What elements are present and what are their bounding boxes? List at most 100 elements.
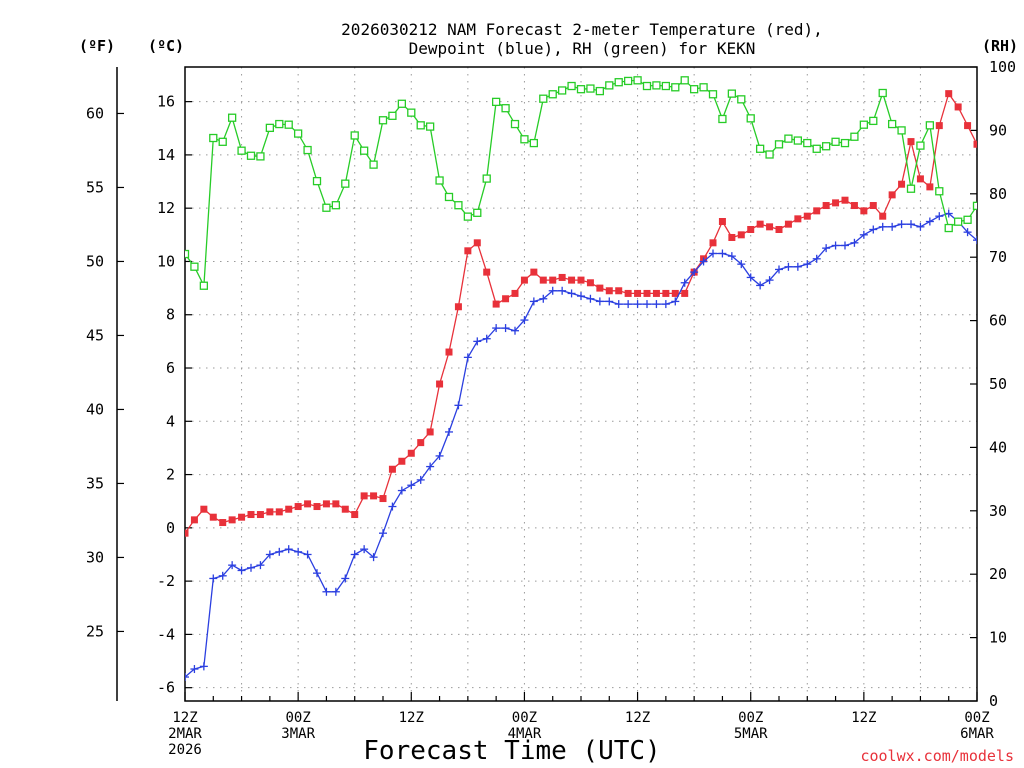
data-point [284, 120, 293, 129]
data-point [539, 294, 548, 303]
data-point [888, 222, 897, 231]
rh-tick-label: 70 [989, 248, 1007, 266]
data-point [491, 97, 501, 107]
data-point [671, 289, 679, 297]
data-point [510, 119, 520, 129]
data-point [907, 220, 915, 229]
data-point [878, 222, 887, 231]
data-point [718, 218, 726, 226]
data-point [285, 505, 293, 513]
data-point [586, 84, 595, 93]
data-point [887, 119, 897, 129]
data-point [322, 587, 331, 596]
data-point [577, 292, 585, 301]
data-point [595, 297, 604, 306]
rh-tick-label: 10 [989, 629, 1007, 647]
data-point [935, 212, 944, 221]
data-point [351, 511, 359, 519]
data-point [293, 129, 303, 138]
fahrenheit-tick-label: 45 [86, 326, 104, 344]
data-point [671, 297, 680, 306]
data-point [973, 140, 977, 148]
data-point [898, 180, 906, 188]
data-point [935, 187, 944, 196]
data-point [238, 513, 246, 521]
data-point [369, 553, 378, 562]
data-point [879, 212, 887, 220]
data-series [185, 76, 977, 682]
x-axis-label: Forecast Time (UTC) [363, 736, 660, 766]
data-point [775, 265, 783, 274]
rh-tick-label: 100 [989, 58, 1016, 76]
data-point [397, 99, 407, 108]
data-point [369, 160, 378, 169]
data-point [445, 348, 453, 356]
data-point [916, 222, 925, 231]
celsius-unit-label: (ºC) [148, 37, 184, 55]
data-point [586, 294, 595, 303]
data-point [482, 334, 491, 343]
fahrenheit-unit-label: (ºF) [79, 37, 115, 55]
data-point [313, 569, 321, 578]
data-point [388, 111, 397, 120]
data-point [671, 83, 680, 92]
x-tick-label: 2MAR [168, 726, 202, 742]
data-point [643, 289, 651, 297]
data-point [350, 550, 359, 559]
data-point [473, 208, 482, 217]
data-point [869, 225, 878, 234]
data-point [520, 135, 529, 144]
data-point [784, 220, 792, 228]
data-point [463, 353, 472, 362]
rh-tick-label: 30 [989, 502, 1007, 520]
data-point [595, 86, 605, 96]
celsius-tick-label: 0 [166, 519, 175, 537]
data-point [784, 262, 793, 271]
data-point [501, 104, 510, 113]
data-point [661, 300, 670, 309]
celsius-tick-label: 14 [157, 146, 175, 164]
data-point [963, 215, 972, 224]
data-point [841, 196, 849, 204]
data-point [784, 134, 793, 143]
data-point [407, 449, 415, 457]
data-point [605, 287, 613, 295]
data-point [549, 276, 557, 284]
data-point [256, 511, 264, 519]
data-point [185, 529, 189, 537]
data-point [482, 174, 491, 183]
data-point [567, 81, 576, 91]
rh-tick-label: 50 [989, 375, 1007, 393]
data-point [304, 500, 312, 508]
data-point [832, 199, 840, 207]
data-point [370, 492, 378, 500]
data-point [850, 132, 859, 141]
data-point [237, 566, 246, 575]
data-point [529, 297, 538, 306]
data-point [313, 503, 321, 511]
data-point [557, 86, 567, 95]
data-point [303, 550, 312, 559]
data-point [247, 563, 255, 572]
data-point [407, 481, 416, 490]
chart-axes: -6 -4 -2 0 2 4 6 8 10 12 14 16 25 30 35 40 45 50 55 60 0 10 20… [86, 58, 1016, 758]
data-point [219, 519, 227, 527]
x-tick-label: 00Z [738, 710, 763, 726]
series-dewpoint [185, 209, 977, 682]
fahrenheit-tick-label: 40 [86, 400, 104, 418]
data-point [397, 486, 406, 495]
data-point [378, 116, 388, 125]
data-point [520, 276, 528, 284]
data-point [388, 465, 396, 473]
data-point [605, 297, 614, 306]
data-point [200, 505, 208, 513]
data-point [558, 273, 566, 281]
data-point [634, 289, 642, 297]
data-point [492, 324, 501, 333]
data-point [444, 192, 454, 202]
data-point [265, 123, 275, 133]
data-point [822, 202, 830, 210]
data-point [218, 137, 227, 146]
data-point [813, 207, 821, 215]
